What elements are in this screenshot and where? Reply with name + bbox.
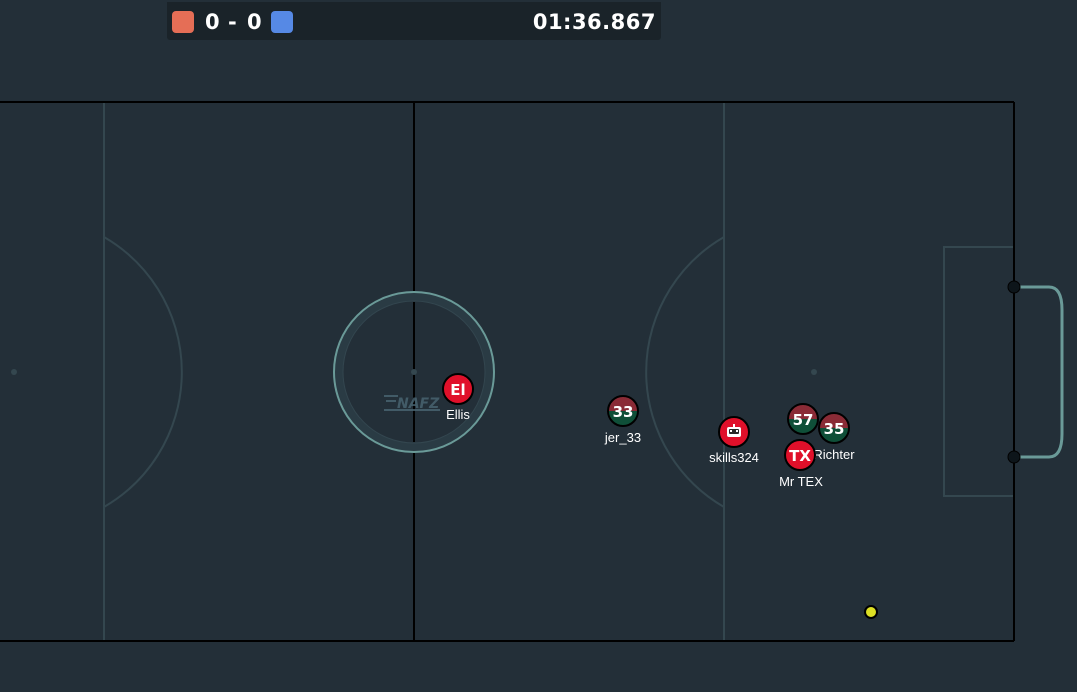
player-skills324[interactable]: skills324 <box>709 416 759 465</box>
player-57[interactable]: 57 <box>787 403 819 435</box>
scoreboard: 0 - 0 01:36.867 <box>167 2 661 40</box>
player-avatar-label: 35 <box>824 420 845 438</box>
red-team-swatch <box>172 11 194 33</box>
goal-post-top <box>1007 280 1021 294</box>
player-name: Mr TEX <box>779 474 823 489</box>
pitch-markings <box>11 102 1015 641</box>
pitch-boundary <box>0 101 1015 642</box>
player-mr-tex[interactable]: TX Mr TEX <box>779 439 823 489</box>
logo-watermark: NAFZ <box>384 395 440 412</box>
right-arc <box>645 236 725 508</box>
score-separator: - <box>228 10 237 34</box>
player-avatar <box>442 373 474 405</box>
player-ellis[interactable]: El Ellis <box>442 373 474 422</box>
player-richter[interactable]: 35 Richter <box>813 412 855 462</box>
player-name: skills324 <box>709 450 759 465</box>
goal-post-bottom <box>1007 450 1021 464</box>
player-avatar-label: TX <box>789 447 811 465</box>
goal-box <box>943 246 1015 497</box>
robot-icon <box>727 424 741 437</box>
blue-team-swatch <box>271 11 293 33</box>
player-name: Ellis <box>446 407 470 422</box>
match-timer: 01:36.867 <box>532 10 656 34</box>
player-avatar-label: 33 <box>613 403 634 421</box>
ball <box>864 605 878 619</box>
player-avatar-label: 57 <box>793 411 814 429</box>
right-goal <box>1007 280 1064 464</box>
player-name: jer_33 <box>604 430 641 445</box>
player-name: Richter <box>813 447 855 462</box>
svg-text:NAFZ: NAFZ <box>397 396 440 412</box>
left-spot <box>11 369 17 375</box>
center-circle: NAFZ <box>333 291 495 453</box>
left-arc <box>103 236 183 508</box>
red-team-score: 0 <box>205 10 220 34</box>
player-avatar-label: El <box>450 381 465 399</box>
right-spot <box>811 369 817 375</box>
player-jer-33[interactable]: 33 jer_33 <box>604 395 641 445</box>
player-avatar <box>784 439 816 471</box>
blue-team-score: 0 <box>247 10 262 34</box>
